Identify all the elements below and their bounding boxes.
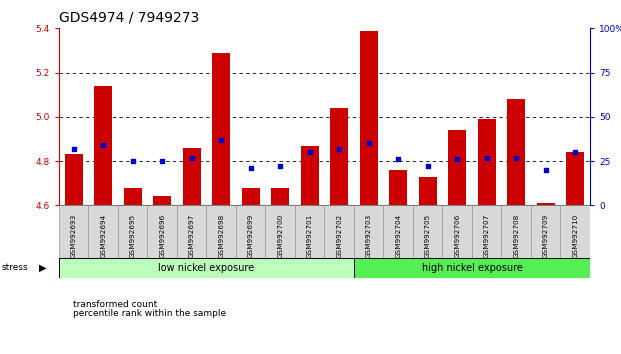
Text: GSM992695: GSM992695: [130, 213, 136, 258]
FancyBboxPatch shape: [354, 258, 590, 278]
Text: GSM992701: GSM992701: [307, 213, 313, 258]
Text: GSM992702: GSM992702: [336, 213, 342, 258]
Text: GSM992703: GSM992703: [366, 213, 372, 258]
Text: low nickel exposure: low nickel exposure: [158, 263, 255, 273]
FancyBboxPatch shape: [59, 205, 88, 258]
FancyBboxPatch shape: [88, 205, 118, 258]
FancyBboxPatch shape: [59, 258, 354, 278]
Text: GSM992700: GSM992700: [277, 213, 283, 258]
Bar: [478, 119, 496, 205]
Text: GSM992699: GSM992699: [248, 213, 254, 258]
Point: [98, 142, 108, 148]
Text: GSM992708: GSM992708: [513, 213, 519, 258]
FancyBboxPatch shape: [147, 205, 177, 258]
Text: GSM992707: GSM992707: [484, 213, 490, 258]
Bar: [448, 130, 466, 205]
FancyBboxPatch shape: [265, 205, 295, 258]
Point: [482, 155, 492, 160]
Bar: [124, 188, 142, 205]
FancyBboxPatch shape: [501, 205, 531, 258]
FancyBboxPatch shape: [118, 205, 147, 258]
Bar: [65, 154, 83, 205]
Bar: [271, 188, 289, 205]
FancyBboxPatch shape: [472, 205, 501, 258]
Point: [246, 165, 256, 171]
Bar: [301, 145, 319, 205]
Text: GSM992709: GSM992709: [543, 213, 549, 258]
Text: ▶: ▶: [39, 263, 46, 273]
FancyBboxPatch shape: [177, 205, 206, 258]
Point: [423, 164, 433, 169]
Bar: [537, 203, 555, 205]
Text: high nickel exposure: high nickel exposure: [422, 263, 522, 273]
FancyBboxPatch shape: [236, 205, 265, 258]
Bar: [330, 108, 348, 205]
FancyBboxPatch shape: [354, 205, 383, 258]
Point: [511, 155, 521, 160]
Text: GSM992705: GSM992705: [425, 213, 431, 258]
FancyBboxPatch shape: [442, 205, 472, 258]
Bar: [94, 86, 112, 205]
Point: [128, 158, 138, 164]
Text: GSM992697: GSM992697: [189, 213, 195, 258]
FancyBboxPatch shape: [324, 205, 354, 258]
Bar: [360, 30, 378, 205]
FancyBboxPatch shape: [383, 205, 413, 258]
FancyBboxPatch shape: [295, 205, 324, 258]
FancyBboxPatch shape: [531, 205, 560, 258]
Bar: [242, 188, 260, 205]
Bar: [153, 196, 171, 205]
Bar: [183, 148, 201, 205]
Text: GSM992704: GSM992704: [395, 213, 401, 258]
Point: [541, 167, 551, 173]
Bar: [389, 170, 407, 205]
Point: [305, 149, 315, 155]
Point: [570, 149, 580, 155]
Point: [452, 156, 462, 162]
Text: transformed count: transformed count: [73, 300, 157, 309]
Text: GSM992694: GSM992694: [100, 213, 106, 258]
Text: GSM992696: GSM992696: [159, 213, 165, 258]
Point: [364, 141, 374, 146]
Point: [157, 158, 167, 164]
Text: GSM992693: GSM992693: [71, 213, 77, 258]
Point: [216, 137, 226, 143]
Text: stress: stress: [1, 263, 28, 273]
Text: GSM992710: GSM992710: [572, 213, 578, 258]
Text: GSM992706: GSM992706: [454, 213, 460, 258]
Point: [334, 146, 344, 152]
FancyBboxPatch shape: [206, 205, 236, 258]
Text: GDS4974 / 7949273: GDS4974 / 7949273: [59, 11, 199, 25]
Bar: [566, 152, 584, 205]
FancyBboxPatch shape: [413, 205, 442, 258]
Point: [187, 155, 197, 160]
Bar: [212, 53, 230, 205]
Text: GSM992698: GSM992698: [218, 213, 224, 258]
Bar: [507, 99, 525, 205]
FancyBboxPatch shape: [560, 205, 590, 258]
Point: [393, 156, 403, 162]
Point: [275, 164, 285, 169]
Text: percentile rank within the sample: percentile rank within the sample: [73, 309, 226, 318]
Bar: [419, 177, 437, 205]
Point: [69, 146, 79, 152]
